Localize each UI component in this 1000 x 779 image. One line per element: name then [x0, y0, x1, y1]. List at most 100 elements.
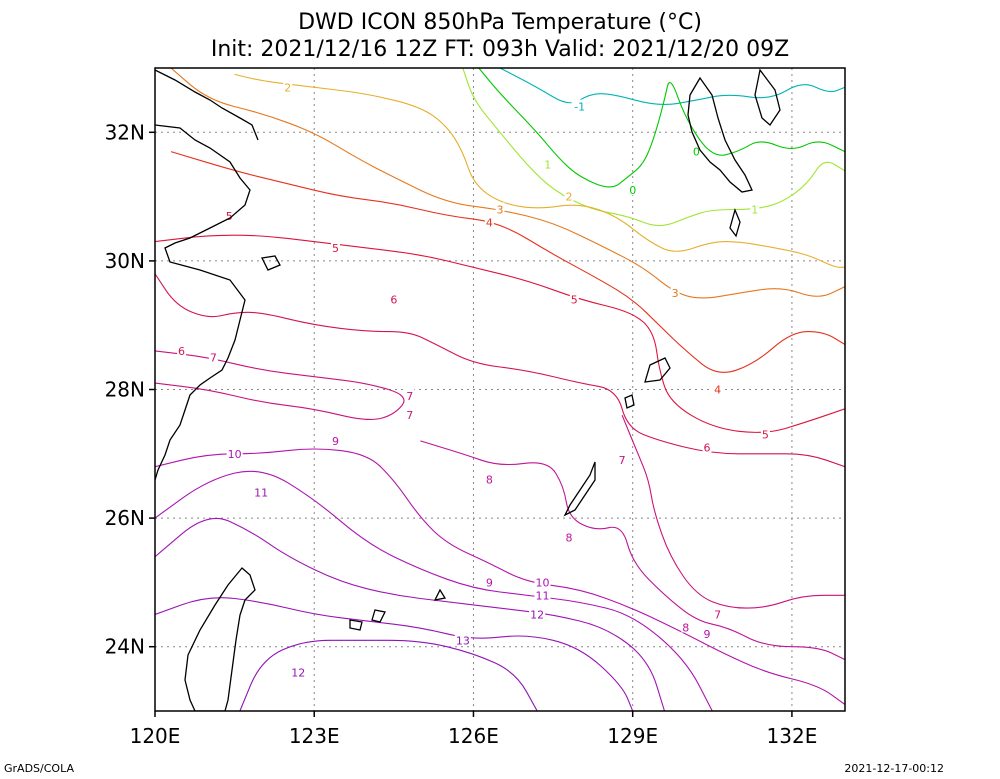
contour-label-background	[571, 99, 588, 112]
contour-label-background	[750, 202, 760, 215]
contour-label: 11	[535, 589, 549, 602]
isotherm-7	[621, 414, 845, 609]
island-ishigaki	[371, 609, 386, 623]
contour-label-background	[702, 626, 712, 639]
coastline-china	[155, 124, 251, 481]
contour-label: 2	[284, 81, 291, 94]
lat-tick-label: 24N	[105, 635, 145, 659]
lat-tick-label: 26N	[105, 506, 145, 530]
lon-tick-label: 129E	[607, 724, 658, 748]
contour-label-background	[534, 588, 551, 601]
coastline-kyushu	[687, 76, 753, 193]
contour-label: 4	[486, 216, 493, 229]
contour-label: 6	[178, 345, 185, 358]
contour-label: 5	[226, 210, 233, 223]
contour-label: 5	[762, 429, 769, 442]
lat-tick-label: 32N	[105, 120, 145, 144]
contour-label-background	[226, 446, 243, 459]
contour-label-background	[177, 343, 187, 356]
contour-label: 5	[332, 242, 339, 255]
contour-label-background	[529, 607, 546, 620]
island-tokunoshima	[624, 394, 635, 409]
contour-label: 7	[714, 609, 721, 622]
contour-label: 5	[571, 293, 578, 306]
isotherm-11	[155, 517, 666, 711]
contour-label: 1	[544, 158, 551, 171]
lon-tick-label: 123E	[289, 724, 340, 748]
contour-label-background	[569, 292, 579, 305]
coastline-taiwan	[184, 567, 256, 711]
grid-lines	[154, 68, 845, 711]
coastline-korea	[155, 69, 259, 141]
contour-label: 9	[332, 435, 339, 448]
isotherm-13	[239, 639, 538, 711]
contour-label-background	[534, 575, 551, 588]
contour-label: 7	[210, 351, 217, 364]
contour-label-background	[208, 350, 218, 363]
lon-tick-label: 132E	[767, 724, 818, 748]
isotherm-4	[170, 151, 845, 373]
contour-label: 12	[530, 609, 544, 622]
contour-label-background	[484, 575, 494, 588]
contour-label: 9	[486, 576, 493, 589]
isotherm-12	[155, 597, 634, 711]
chart-title: DWD ICON 850hPa Temperature (°C)	[298, 10, 702, 35]
contour-label: 8	[682, 621, 689, 634]
contour-label-background	[253, 485, 270, 498]
contour-label: 13	[456, 634, 470, 647]
isotherm-8	[420, 440, 845, 661]
contour-lines: -100112233445555666777778889991010111112…	[155, 68, 845, 711]
isotherm-3	[170, 68, 845, 299]
island-okinawa	[563, 461, 596, 517]
contour-label: 3	[497, 203, 504, 216]
contour-label: -1	[574, 101, 585, 114]
contour-label-background	[484, 215, 494, 228]
contour-label: 0	[693, 146, 700, 159]
isotherm--1	[499, 68, 845, 105]
contour-label: 1	[751, 203, 758, 216]
coastlines	[155, 68, 781, 711]
isotherm-2	[234, 73, 845, 268]
footer-timestamp: 2021-12-17-00:12	[844, 762, 944, 775]
island-miyako	[433, 588, 447, 601]
contour-label-background	[564, 530, 574, 543]
contour-label-background	[330, 433, 340, 446]
contour-label: 3	[672, 287, 679, 300]
lat-tick-label: 28N	[105, 378, 145, 402]
lon-tick-label: 126E	[448, 724, 499, 748]
contour-label: 10	[535, 576, 549, 589]
contour-label-background	[702, 440, 712, 453]
contour-label-background	[691, 144, 701, 157]
lat-tick-label: 30N	[105, 249, 145, 273]
isotherm-0	[478, 68, 845, 188]
contour-label: 9	[704, 628, 711, 641]
footer-software: GrADS/COLA	[4, 762, 74, 775]
lon-tick-label: 120E	[130, 724, 181, 748]
island-tanegashima	[729, 208, 741, 238]
contour-label: 12	[291, 666, 305, 679]
contour-label: 10	[228, 448, 242, 461]
island-zhoushan	[261, 255, 281, 271]
island-amami	[644, 357, 671, 383]
contour-label-background	[290, 665, 307, 678]
contour-label: 7	[619, 454, 626, 467]
isotherm-7	[155, 350, 405, 420]
isotherm-9	[155, 448, 845, 706]
contour-label-background	[760, 427, 770, 440]
isotherm-6	[155, 273, 845, 468]
contour-label: 6	[390, 293, 397, 306]
island-iriomote	[349, 619, 363, 631]
contour-label-background	[681, 620, 691, 633]
contour-label: 7	[406, 390, 413, 403]
axis-ticks: 120E 123E 126E 129E 132E 24N 26N 28N 30N 32N	[105, 120, 818, 748]
contour-label-background	[224, 208, 234, 221]
contour-label: 2	[566, 191, 573, 204]
contour-label-background	[405, 388, 415, 401]
isotherm-10	[155, 470, 713, 711]
contour-label-background	[389, 292, 399, 305]
contour-label: 11	[254, 486, 268, 499]
contour-label-background	[617, 453, 627, 466]
coastline-shikoku	[754, 68, 781, 126]
contour-label-background	[454, 633, 471, 646]
isotherm-5	[155, 234, 845, 433]
